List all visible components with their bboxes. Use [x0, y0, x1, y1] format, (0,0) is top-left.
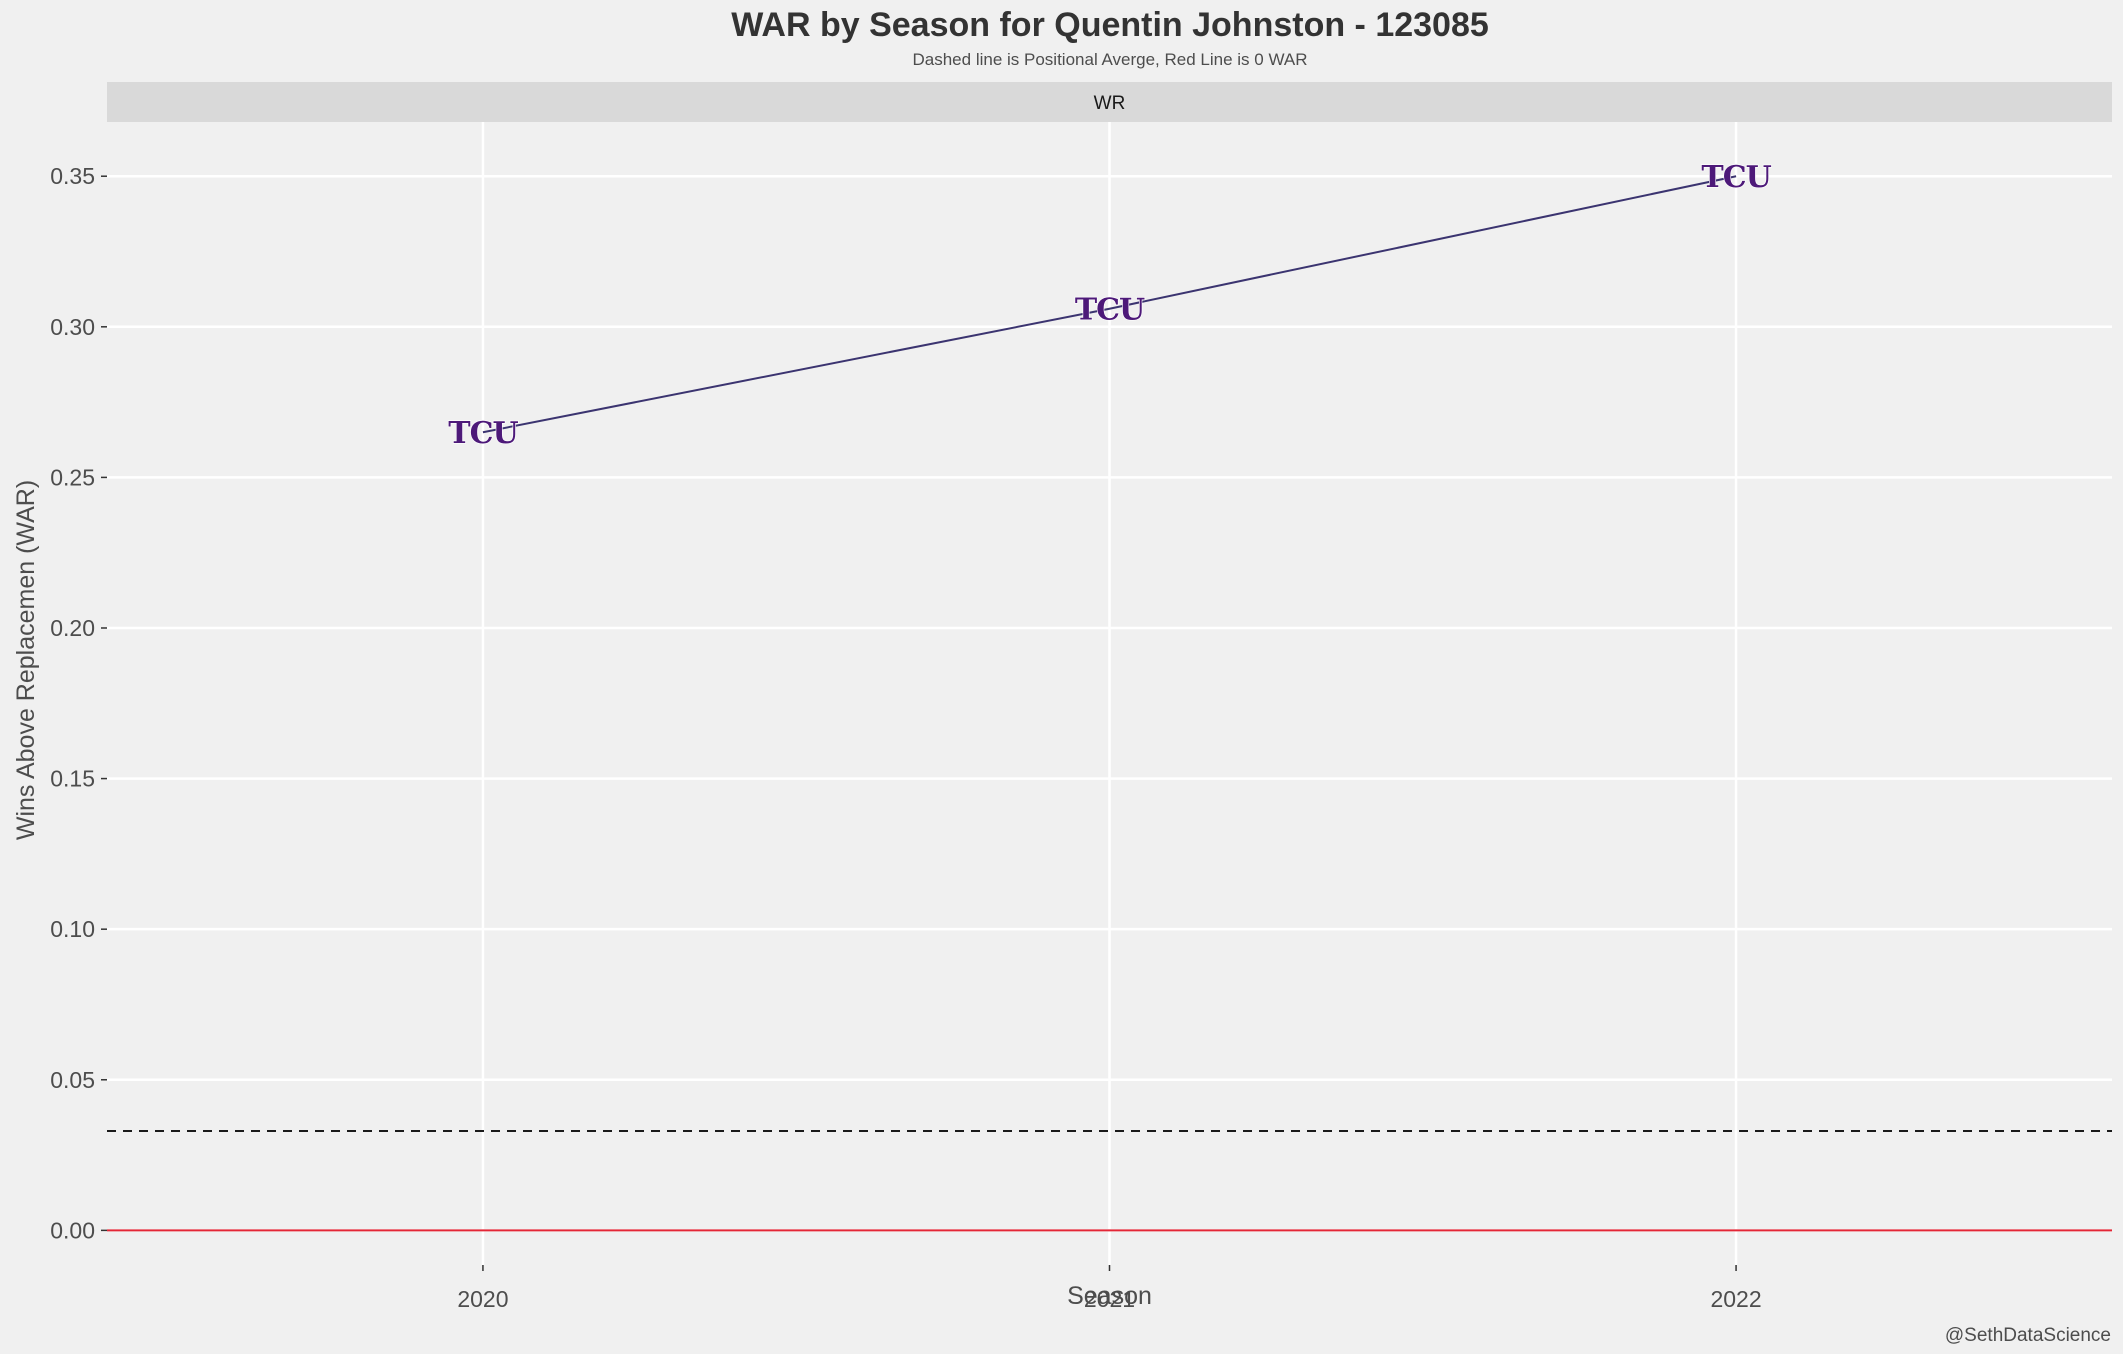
facet-strip — [107, 82, 2112, 122]
tcu-logo-text: TCU — [1701, 160, 1771, 195]
tcu-logo-marker: TCU — [1701, 160, 1773, 196]
chart-subtitle: Dashed line is Positional Averge, Red Li… — [913, 50, 1308, 69]
tcu-logo-marker: TCU — [448, 416, 520, 452]
point-markers: TCU TCU TCU — [448, 160, 1774, 452]
tcu-logo-text: TCU — [1075, 293, 1145, 328]
facet-strip-label: WR — [1094, 93, 1126, 114]
x-tick-labels: 2020 2021 2022 — [457, 1265, 1762, 1312]
y-tick-label: 0.15 — [50, 766, 95, 792]
chart-title: WAR by Season for Quentin Johnston - 123… — [731, 6, 1489, 44]
x-tick-label: 2020 — [457, 1286, 508, 1312]
chart-caption: @SethDataScience — [1945, 1325, 2111, 1346]
y-tick-label: 0.10 — [50, 916, 95, 942]
war-series-line — [482, 175, 1737, 434]
tcu-logo-text: TCU — [448, 416, 518, 451]
tcu-logo-marker: TCU — [1074, 292, 1146, 328]
y-tick-label: 0.30 — [50, 314, 95, 340]
x-tick-label: 2022 — [1710, 1286, 1761, 1312]
y-axis-title: Wins Above Replacemen (WAR) — [12, 480, 40, 840]
reference-lines — [107, 1129, 2112, 1232]
series-lines — [482, 175, 1737, 434]
y-tick-label: 0.35 — [50, 163, 95, 189]
x-tick-label: 2021 — [1084, 1286, 1135, 1312]
y-tick-label: 0.00 — [50, 1217, 95, 1243]
y-tick-label: 0.25 — [50, 464, 95, 490]
y-tick-label: 0.05 — [50, 1067, 95, 1093]
gridlines — [107, 122, 2112, 1265]
y-tick-labels: 0.00 0.05 0.10 0.15 0.20 0.25 0.30 0.35 — [50, 163, 107, 1243]
x-axis-title: Season — [1067, 1282, 1152, 1310]
y-tick-label: 0.20 — [50, 615, 95, 641]
